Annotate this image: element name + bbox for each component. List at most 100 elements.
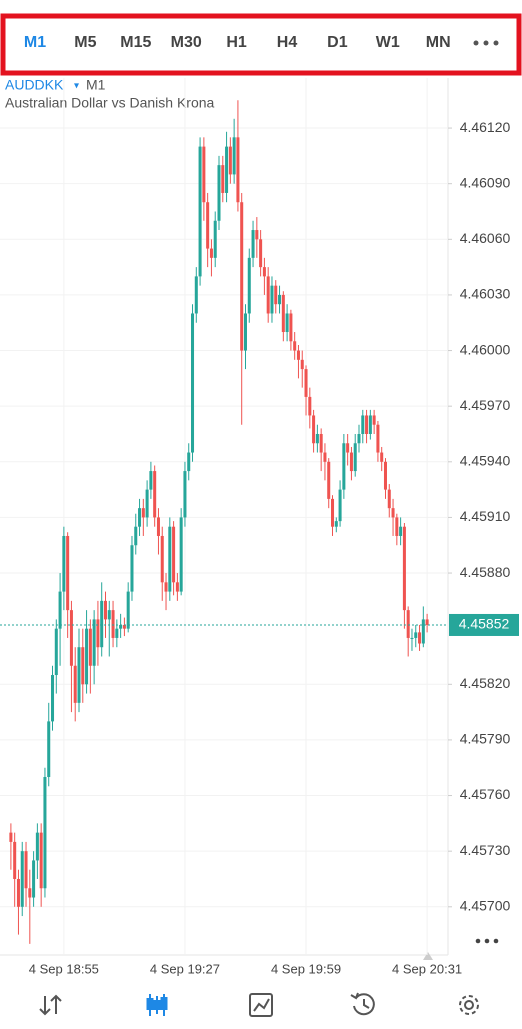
chart-options[interactable] — [475, 938, 499, 944]
candle-body — [228, 146, 232, 175]
dot — [475, 938, 481, 944]
candle-body — [96, 619, 100, 648]
candle-body — [134, 526, 138, 546]
timeframe-tab[interactable]: M30 — [171, 34, 202, 51]
candle-body — [149, 471, 153, 490]
candle-body — [58, 591, 62, 629]
candle-body — [164, 582, 168, 592]
candle-body — [168, 526, 172, 592]
history-icon[interactable] — [350, 992, 375, 1016]
candle-body — [32, 860, 36, 898]
settings-icon[interactable] — [459, 995, 479, 1015]
candle-body — [194, 276, 198, 314]
y-tick-label: 4.46060 — [460, 230, 511, 246]
candle-body — [247, 257, 251, 314]
candle-body — [372, 415, 376, 425]
candle-body — [278, 294, 282, 305]
candle-body — [156, 517, 160, 536]
dot — [473, 40, 479, 46]
candle-body — [24, 851, 28, 889]
candle-body — [395, 517, 399, 536]
candle-body — [334, 521, 338, 527]
candle-body — [383, 461, 387, 490]
chart-icon[interactable] — [146, 994, 168, 1016]
candle-body — [368, 415, 372, 434]
candle-body — [342, 443, 346, 490]
timeframe-tab[interactable]: M1 — [24, 34, 46, 51]
candle-body — [225, 146, 229, 193]
quotes-icon[interactable] — [39, 994, 62, 1016]
trade-icon[interactable] — [249, 993, 273, 1017]
candle-body — [28, 888, 32, 898]
candle-body — [293, 341, 297, 351]
timeframe-tab[interactable]: W1 — [376, 34, 400, 51]
timeframe-tab[interactable]: M15 — [120, 34, 151, 51]
candle-body — [202, 146, 206, 203]
dot — [493, 938, 499, 944]
candle-body — [266, 276, 270, 314]
candle-body — [353, 443, 357, 472]
candle-body — [153, 471, 157, 518]
candle-body — [387, 489, 391, 509]
candle-body — [191, 313, 195, 453]
timeframe: M1 — [86, 77, 106, 93]
candle-body — [66, 535, 70, 611]
candle-body — [122, 624, 126, 629]
dot — [493, 40, 499, 46]
y-tick-label: 4.45880 — [460, 564, 511, 580]
candle-body — [304, 369, 308, 397]
timeframe-tab[interactable]: H4 — [277, 34, 298, 51]
candle-body — [240, 202, 244, 351]
candle-body — [73, 665, 77, 703]
highlight-box — [0, 13, 522, 76]
candle-body — [312, 415, 316, 444]
candle-body — [357, 433, 361, 444]
timeframe-tab[interactable]: MN — [426, 34, 451, 51]
symbol[interactable]: AUDDKK — [5, 77, 64, 93]
y-tick-label: 4.46030 — [460, 286, 511, 302]
candle-body — [361, 415, 365, 434]
candle-body — [9, 832, 13, 842]
candle-body — [92, 619, 96, 666]
candle-body — [331, 498, 335, 527]
more-button[interactable] — [473, 40, 499, 46]
candle-body — [421, 619, 425, 644]
candle-body — [209, 248, 213, 258]
y-tick-label: 4.45910 — [460, 508, 511, 524]
candle-body — [285, 313, 289, 333]
candle-body — [206, 202, 210, 249]
last-price-badge — [449, 613, 519, 636]
candle-body — [376, 424, 380, 453]
candle-body — [259, 239, 263, 268]
candle-body — [198, 146, 202, 277]
y-tick-label: 4.45730 — [460, 842, 511, 858]
timeframe-tab[interactable]: D1 — [327, 34, 348, 51]
candle-body — [35, 832, 39, 861]
candle-body — [243, 313, 247, 351]
candle-body — [183, 471, 187, 518]
candle-body — [16, 878, 20, 907]
timeframe-tab[interactable]: M5 — [74, 34, 96, 51]
candle-body — [81, 647, 85, 685]
candle-body — [217, 165, 221, 221]
candle-body — [380, 452, 384, 462]
candle-body — [300, 359, 304, 370]
candle-body — [418, 632, 422, 644]
candle-body — [51, 675, 55, 722]
y-tick-label: 4.46000 — [460, 341, 511, 357]
candle-body — [175, 582, 179, 592]
last-price-label: 4.45852 — [459, 616, 510, 632]
dot — [484, 938, 490, 944]
timeframe-tab[interactable]: H1 — [226, 34, 247, 51]
candle-body — [281, 294, 285, 333]
y-tick-label: 4.45820 — [460, 675, 511, 691]
candle-body — [88, 628, 92, 666]
candle-body — [308, 396, 312, 416]
candle-body — [54, 628, 58, 676]
y-tick-label: 4.45970 — [460, 397, 511, 413]
candle-body — [327, 461, 331, 499]
candle-body — [20, 851, 24, 907]
candle-body — [213, 220, 217, 258]
candle-body — [425, 619, 429, 625]
